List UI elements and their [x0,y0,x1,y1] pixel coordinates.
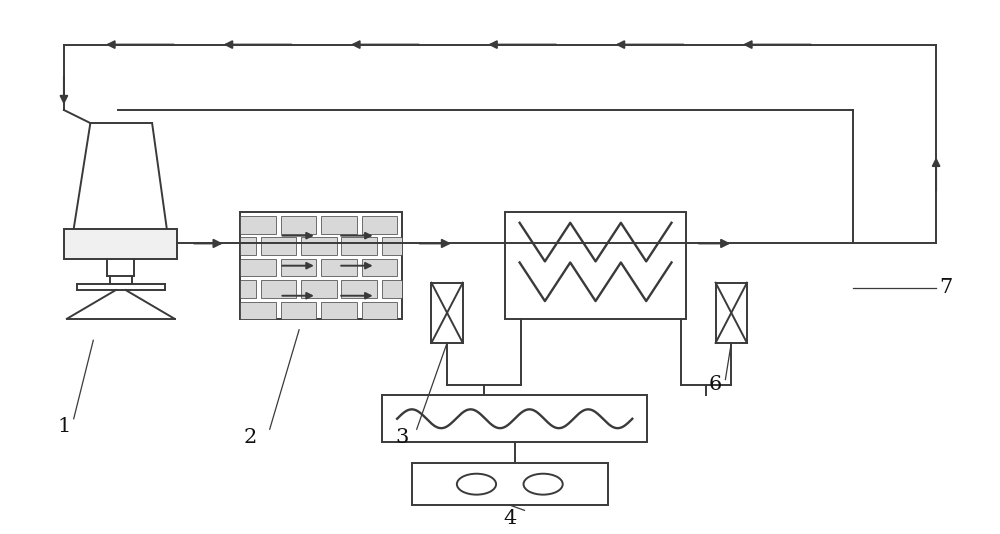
Bar [341,280,377,298]
Text: 7: 7 [939,278,953,297]
Bar [281,259,316,277]
Bar [240,280,256,298]
Bar [240,302,276,319]
Bar [382,395,647,442]
Bar [362,302,397,319]
Text: 2: 2 [243,428,257,446]
Bar [382,280,402,298]
Bar [321,259,357,277]
Text: 4: 4 [503,509,516,528]
Bar [240,212,402,319]
Text: 3: 3 [395,428,409,446]
Bar [341,238,377,255]
Bar [240,259,276,277]
Bar [431,282,463,343]
Bar [412,463,608,505]
Bar [382,238,402,255]
Bar [301,238,337,255]
Bar [261,238,296,255]
Bar [281,216,316,233]
Bar [505,212,686,319]
Bar [716,282,747,343]
Bar [261,280,296,298]
Bar [362,259,397,277]
Bar [281,302,316,319]
Bar [321,302,357,319]
Bar [321,216,357,233]
Bar [240,216,276,233]
Text: 1: 1 [57,417,71,436]
Bar [64,229,177,259]
Bar [240,238,256,255]
Bar [301,280,337,298]
Text: 6: 6 [709,375,722,394]
Bar [362,216,397,233]
